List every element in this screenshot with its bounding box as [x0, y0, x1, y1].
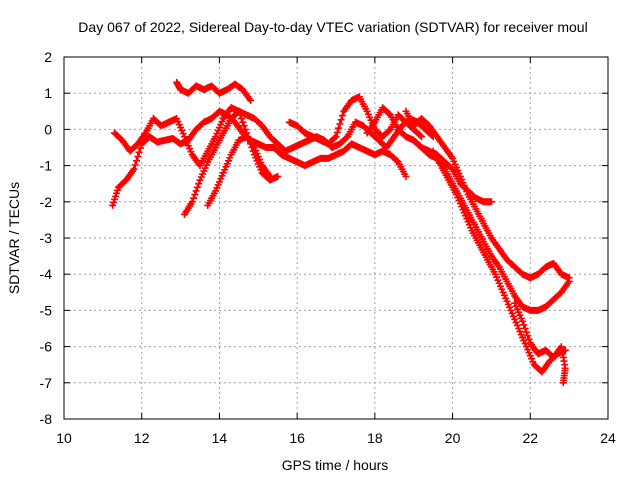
data-point — [385, 127, 393, 135]
grid — [64, 57, 608, 419]
series-arc-1 — [109, 107, 410, 209]
series-arc-8 — [402, 107, 573, 282]
data-point — [235, 107, 243, 115]
data-point — [188, 198, 196, 206]
data-point — [134, 153, 142, 161]
y-tick-label: -3 — [40, 230, 53, 246]
data-point — [522, 328, 530, 336]
y-tick-label: -8 — [40, 411, 53, 427]
data-point — [135, 148, 143, 156]
x-tick-label: 20 — [445, 430, 461, 446]
data-point — [487, 198, 495, 206]
data-point — [236, 111, 244, 119]
data-point — [524, 332, 532, 340]
x-tick-label: 12 — [134, 430, 150, 446]
data-point — [274, 172, 282, 180]
y-tick-label: -2 — [40, 194, 53, 210]
x-tick-label: 16 — [289, 430, 305, 446]
data-point — [190, 194, 198, 202]
y-tick-label: -7 — [40, 375, 53, 391]
data-point — [241, 125, 249, 133]
x-tick-label: 22 — [522, 430, 538, 446]
x-tick-label: 18 — [367, 430, 383, 446]
data-point — [385, 110, 393, 118]
data-point — [195, 180, 203, 188]
data-point — [337, 116, 345, 124]
data-point — [338, 112, 346, 120]
data-point — [247, 96, 255, 104]
data-point — [266, 172, 274, 180]
series-arc-3 — [173, 78, 255, 104]
data-point — [520, 321, 528, 329]
data-point — [191, 191, 199, 199]
data-point — [521, 325, 529, 332]
data-point — [519, 317, 527, 325]
data-point — [525, 335, 533, 343]
y-tick-label: -4 — [40, 266, 53, 282]
y-tick-label: -5 — [40, 302, 53, 318]
data-point — [559, 379, 567, 387]
data-point — [133, 157, 141, 165]
x-tick-label: 24 — [600, 430, 616, 446]
data-point — [331, 134, 339, 142]
x-tick-label: 10 — [56, 430, 72, 446]
axis-ticks — [63, 56, 609, 420]
data-point — [417, 133, 425, 141]
data-point — [342, 134, 350, 142]
y-tick-labels: -8 -7 -6 -5 -4 -3 -2 -1 0 1 2 — [40, 49, 53, 427]
y-tick-label: -6 — [40, 339, 53, 355]
series-arc-4 — [180, 107, 282, 218]
data-point — [130, 165, 138, 173]
y-tick-label: 0 — [44, 121, 52, 137]
series-arc-11 — [511, 299, 569, 387]
data-point — [393, 157, 401, 165]
data-point — [237, 115, 245, 123]
data-point — [192, 187, 200, 195]
data-point — [131, 161, 139, 169]
data-point — [333, 128, 341, 136]
series-arc-10 — [429, 147, 569, 376]
x-tick-labels: 10 12 14 16 18 20 22 24 — [56, 430, 616, 446]
data-point — [565, 277, 573, 285]
data-point — [335, 124, 343, 132]
data-point — [136, 144, 144, 152]
data-point — [336, 120, 344, 128]
data-point — [239, 118, 247, 126]
data-point — [332, 133, 340, 141]
data-point — [193, 183, 201, 191]
data-point — [416, 131, 424, 139]
data-point — [240, 122, 248, 130]
chart-title: Day 067 of 2022, Sidereal Day-to-day VTE… — [78, 19, 587, 35]
y-tick-label: 1 — [44, 85, 52, 101]
x-axis-label: GPS time / hours — [282, 457, 389, 473]
series-arc-5 — [204, 133, 274, 209]
series-arc-6 — [285, 93, 425, 148]
series-arc-9 — [410, 136, 573, 314]
x-tick-label: 14 — [212, 430, 228, 446]
y-tick-label: -1 — [40, 158, 53, 174]
y-tick-label: 2 — [44, 49, 52, 65]
data-point — [402, 172, 410, 180]
y-axis-label: SDTVAR / TECUs — [6, 182, 22, 294]
data-points — [109, 78, 573, 387]
